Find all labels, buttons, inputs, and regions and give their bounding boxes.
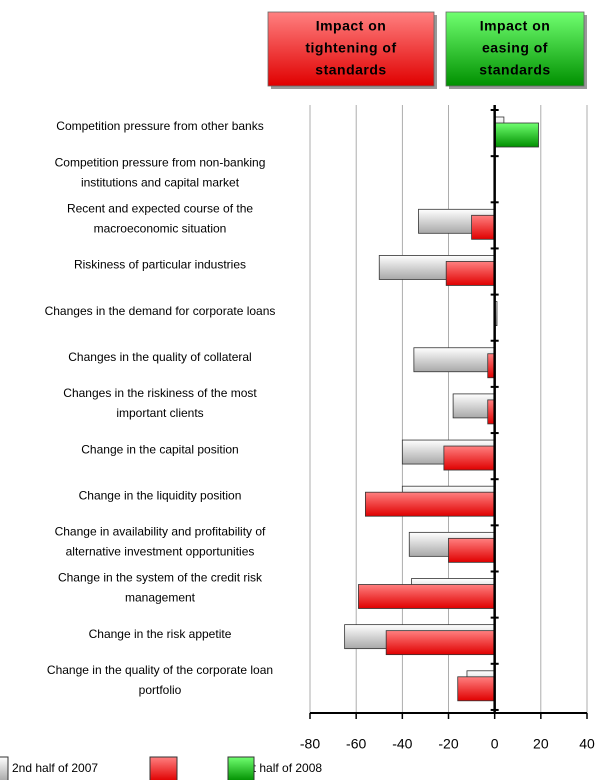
header-text: easing of — [482, 40, 548, 56]
bar — [457, 676, 496, 702]
category-label: Change in the system of the credit risk — [58, 571, 263, 585]
x-tick-label: -20 — [438, 736, 458, 752]
category-label: Competition pressure from other banks — [56, 119, 263, 133]
legend-label: 2nd half of 2007 — [12, 761, 98, 775]
category-label: important clients — [116, 406, 203, 420]
x-tick-label: -80 — [300, 736, 320, 752]
category-label: Changes in the riskiness of the most — [63, 386, 257, 400]
category-label: Change in availability and profitability… — [55, 525, 266, 539]
category-label: alternative investment opportunities — [66, 545, 255, 559]
category-label: Change in the quality of the corporate l… — [47, 663, 273, 677]
header-text: tightening of — [305, 40, 396, 56]
category-label: macroeconomic situation — [94, 222, 227, 236]
header-box — [445, 11, 585, 87]
legend-swatch — [149, 756, 178, 780]
bar — [385, 630, 496, 656]
x-tick-label: -60 — [346, 736, 366, 752]
header-text: Impact on — [316, 18, 387, 34]
x-tick-label: -40 — [392, 736, 412, 752]
x-tick-label: 20 — [533, 736, 549, 752]
legend-swatch — [227, 756, 255, 780]
legend-label: 1st half of 2008 — [240, 761, 322, 775]
category-label: institutions and capital market — [81, 175, 240, 189]
header-box — [267, 11, 435, 87]
bar — [471, 214, 496, 240]
x-tick-label: 40 — [579, 736, 595, 752]
category-label: Change in the capital position — [81, 442, 238, 456]
category-label: Riskiness of particular industries — [74, 258, 246, 272]
category-label: management — [125, 591, 196, 605]
category-label: Changes in the demand for corporate loan… — [45, 304, 276, 318]
category-label: Change in the risk appetite — [89, 627, 232, 641]
header-text: standards — [479, 62, 550, 78]
category-label: Competition pressure from non-banking — [55, 155, 266, 169]
bar — [413, 347, 496, 373]
bar — [358, 584, 496, 609]
category-label: Recent and expected course of the — [67, 202, 253, 216]
bar — [445, 261, 496, 286]
header-text: standards — [315, 62, 386, 78]
category-label: portfolio — [139, 683, 182, 697]
x-tick-label: 0 — [491, 736, 499, 752]
header-text: Impact on — [480, 18, 551, 34]
category-label: Changes in the quality of collateral — [68, 350, 251, 364]
bar — [443, 445, 496, 471]
bar — [448, 537, 496, 563]
category-label: Change in the liquidity position — [79, 488, 242, 502]
bar — [494, 122, 539, 148]
bar — [364, 491, 496, 517]
legend-swatch — [0, 756, 9, 780]
